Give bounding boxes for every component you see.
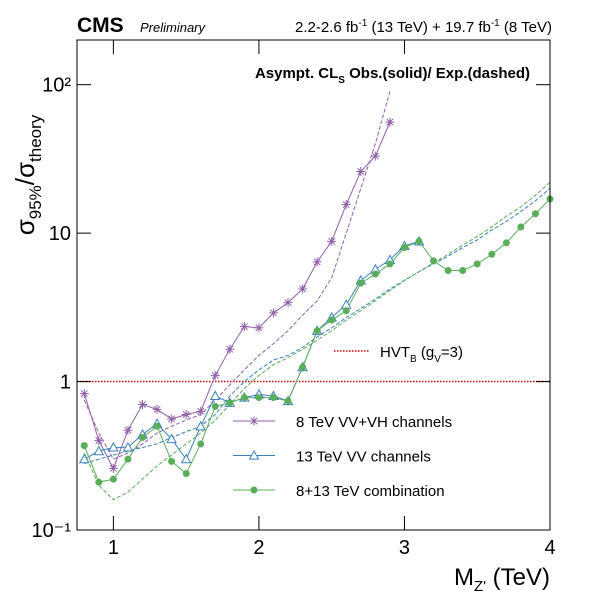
marker	[385, 117, 395, 127]
marker	[78, 453, 90, 464]
marker	[502, 239, 510, 247]
y-axis-label: σ95%/σtheory	[10, 114, 45, 235]
legend-label: 8+13 TeV combination	[296, 483, 445, 500]
marker	[415, 237, 423, 245]
marker	[459, 267, 467, 275]
marker	[283, 298, 293, 308]
marker	[255, 394, 263, 402]
marker	[313, 327, 321, 335]
lumi: 2.2-2.6 fb-1 (13 TeV) + 19.7 fb-1 (8 TeV…	[295, 18, 552, 36]
marker	[444, 267, 452, 275]
legend-label: 13 TeV VV channels	[296, 449, 431, 466]
x-tick-label: 4	[544, 537, 555, 559]
marker	[180, 453, 192, 464]
marker	[240, 394, 248, 402]
marker	[488, 250, 496, 258]
marker	[327, 236, 337, 246]
marker	[195, 420, 207, 431]
marker	[168, 457, 176, 465]
plot-frame	[76, 39, 551, 531]
marker	[152, 404, 162, 414]
x-tick-label: 3	[399, 537, 410, 559]
marker	[108, 463, 118, 473]
marker	[386, 260, 394, 268]
marker	[356, 167, 366, 177]
marker	[531, 210, 539, 218]
x-tick-label: 2	[253, 537, 264, 559]
y-tick-label: 10²	[42, 75, 71, 97]
marker	[138, 433, 146, 441]
x-axis-label: MZ' (TeV)	[454, 564, 550, 595]
marker	[94, 436, 104, 446]
legend-marker	[250, 486, 258, 494]
marker	[254, 323, 264, 333]
marker	[312, 257, 322, 267]
annotation: Asympt. CLS Obs.(solid)/ Exp.(dashed)	[255, 65, 530, 86]
legend-marker	[249, 416, 259, 426]
marker	[166, 433, 177, 444]
y-tick-label: 1	[60, 372, 71, 394]
marker	[95, 478, 103, 486]
marker	[239, 321, 249, 331]
legend-marker	[248, 449, 260, 460]
marker	[137, 400, 147, 410]
marker	[167, 414, 177, 424]
legend-label: 8 TeV VV+VH channels	[296, 414, 452, 431]
marker	[196, 406, 206, 416]
marker	[269, 394, 277, 402]
marker	[298, 284, 308, 294]
marker	[341, 199, 351, 209]
marker	[342, 307, 350, 315]
expected-line	[83, 181, 551, 501]
marker	[197, 440, 205, 448]
status: Preliminary	[140, 20, 207, 35]
y-tick-label: 10⁻¹	[32, 520, 72, 542]
marker	[109, 475, 117, 483]
x-tick-label: 1	[108, 537, 119, 559]
marker	[430, 257, 438, 265]
marker	[225, 344, 235, 354]
marker	[123, 425, 133, 435]
marker	[357, 279, 365, 287]
marker	[226, 399, 234, 407]
marker	[79, 389, 89, 399]
experiment: CMS	[77, 14, 124, 37]
marker	[182, 470, 190, 478]
marker	[400, 244, 408, 252]
marker	[284, 397, 292, 405]
marker	[124, 455, 132, 463]
marker	[371, 270, 379, 278]
marker	[181, 409, 191, 419]
marker	[370, 151, 380, 161]
marker	[108, 441, 119, 452]
marker	[153, 422, 161, 430]
marker	[211, 402, 219, 410]
marker	[210, 370, 220, 380]
marker	[517, 223, 525, 231]
marker	[93, 445, 105, 456]
observed-line	[83, 121, 391, 470]
reference-label: HVTB (gV=3)	[380, 344, 463, 365]
marker	[299, 363, 307, 371]
expected-line	[84, 188, 551, 465]
marker	[209, 390, 221, 401]
marker	[122, 441, 134, 452]
marker	[328, 316, 336, 324]
y-tick-label: 10	[49, 223, 71, 245]
marker	[473, 260, 481, 268]
marker	[80, 442, 88, 450]
marker	[268, 308, 278, 318]
